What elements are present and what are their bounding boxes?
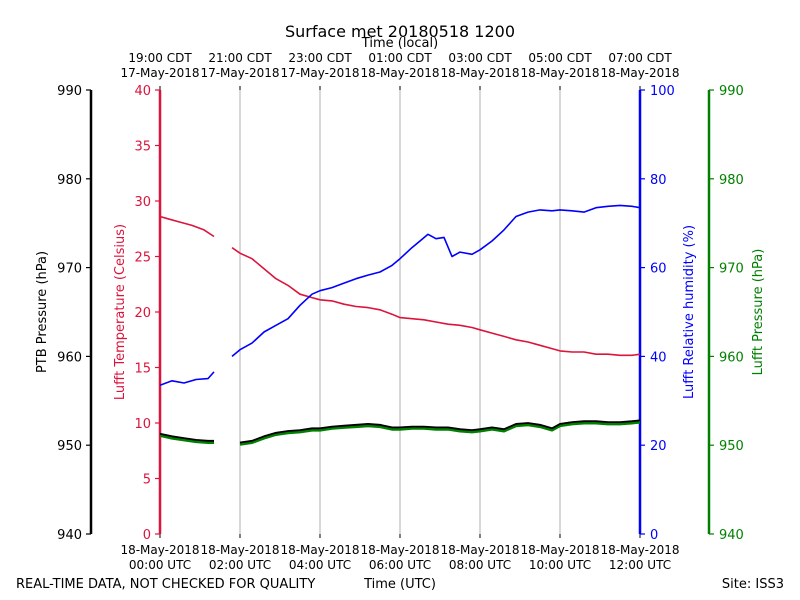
humidity-axis: 0 20 40 60 80 100 <box>638 84 675 543</box>
axis-tick-label: 960 <box>719 350 744 365</box>
vertical-gridlines <box>239 90 561 534</box>
axis-tick-label: 25 <box>134 251 151 266</box>
utc-tick-time: 06:00 UTC <box>369 558 431 572</box>
axis-tick-label: 960 <box>57 350 82 365</box>
local-tick-date: 18-May-2018 <box>600 66 679 80</box>
data-series <box>159 204 641 446</box>
utc-tick-date: 18-May-2018 <box>200 543 279 557</box>
series-line-temp <box>231 246 641 357</box>
series-line-rh <box>231 204 641 358</box>
axis-tick-label: 40 <box>650 350 667 365</box>
axis-tick-label: 970 <box>719 262 744 277</box>
local-tick-date: 17-May-2018 <box>200 66 279 80</box>
utc-tick-time: 04:00 UTC <box>289 558 351 572</box>
lufft-pressure-axis: 940 950 960 970 980 990 <box>707 84 744 543</box>
axis-tick-label: 30 <box>134 195 151 210</box>
axis-tick-label: 0 <box>650 528 658 543</box>
series-line-temp <box>159 215 215 238</box>
local-tick-date: 17-May-2018 <box>280 66 359 80</box>
local-tick-time: 21:00 CDT <box>208 51 272 65</box>
ptb-axis-label: PTB Pressure (hPa) <box>35 251 50 373</box>
utc-tick-date: 18-May-2018 <box>600 543 679 557</box>
local-tick-date: 18-May-2018 <box>360 66 439 80</box>
top-axis-title: Time (local) <box>361 36 438 51</box>
series-line-ptb <box>159 432 214 442</box>
rh-axis-label: Lufft Relative humidity (%) <box>682 225 697 399</box>
axis-tick-label: 970 <box>57 262 82 277</box>
utc-tick-time: 08:00 UTC <box>449 558 511 572</box>
temperature-axis: 0 5 10 15 20 25 30 35 40 <box>134 84 162 543</box>
utc-tick-date: 18-May-2018 <box>440 543 519 557</box>
series-line-rh <box>159 371 215 387</box>
axis-tick-label: 5 <box>143 473 151 488</box>
axis-tick-label: 100 <box>650 84 675 99</box>
quality-disclaimer: REAL-TIME DATA, NOT CHECKED FOR QUALITY <box>16 577 315 592</box>
axis-tick-label: 940 <box>57 528 82 543</box>
local-tick-time: 03:00 CDT <box>448 51 512 65</box>
axis-tick-label: 80 <box>650 173 667 188</box>
axis-tick-label: 20 <box>650 439 667 454</box>
axis-tick-label: 0 <box>143 528 151 543</box>
axis-tick-label: 15 <box>134 362 151 377</box>
chart-title: Surface met 20180518 1200 <box>285 22 515 41</box>
local-tick-time: 05:00 CDT <box>528 51 592 65</box>
local-tick-time: 01:00 CDT <box>368 51 432 65</box>
utc-tick-date: 18-May-2018 <box>360 543 439 557</box>
axis-tick-label: 980 <box>57 173 82 188</box>
utc-tick-time: 00:00 UTC <box>129 558 191 572</box>
lp-axis-label: Lufft Pressure (hPa) <box>751 249 766 376</box>
utc-tick-time: 10:00 UTC <box>529 558 591 572</box>
local-tick-time: 07:00 CDT <box>608 51 672 65</box>
local-tick-date: 17-May-2018 <box>120 66 199 80</box>
utc-tick-time: 12:00 UTC <box>609 558 671 572</box>
utc-tick-date: 18-May-2018 <box>120 543 199 557</box>
series-line-lp <box>239 420 641 446</box>
local-tick-date: 18-May-2018 <box>520 66 599 80</box>
utc-tick-date: 18-May-2018 <box>280 543 359 557</box>
x-axis-label: Time (UTC) <box>363 577 436 592</box>
axis-tick-label: 35 <box>134 140 151 155</box>
axis-tick-label: 990 <box>57 84 82 99</box>
local-tick-time: 23:00 CDT <box>288 51 352 65</box>
series-line-lp <box>159 433 214 444</box>
axis-tick-label: 990 <box>719 84 744 99</box>
axis-tick-label: 940 <box>719 528 744 543</box>
utc-tick-date: 18-May-2018 <box>520 543 599 557</box>
axis-tick-label: 10 <box>134 417 151 432</box>
local-tick-time: 19:00 CDT <box>128 51 192 65</box>
local-tick-date: 18-May-2018 <box>440 66 519 80</box>
axis-tick-label: 60 <box>650 262 667 277</box>
axis-tick-label: 980 <box>719 173 744 188</box>
ptb-pressure-axis: 940 950 960 970 980 990 <box>57 84 93 543</box>
axis-tick-label: 20 <box>134 306 151 321</box>
series-line-ptb <box>239 419 641 444</box>
site-label: Site: ISS3 <box>722 577 784 592</box>
axis-tick-label: 950 <box>57 439 82 454</box>
utc-tick-time: 02:00 UTC <box>209 558 271 572</box>
axis-tick-label: 950 <box>719 439 744 454</box>
temp-axis-label: Lufft Temperature (Celsius) <box>113 224 128 400</box>
axis-tick-label: 40 <box>134 84 151 99</box>
